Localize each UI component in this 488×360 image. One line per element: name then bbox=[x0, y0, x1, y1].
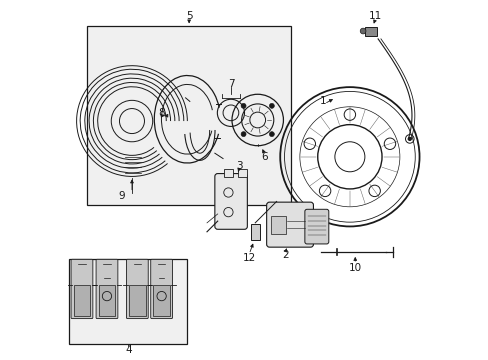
Circle shape bbox=[241, 132, 245, 137]
Text: 12: 12 bbox=[242, 253, 255, 263]
Bar bbox=[69, 258, 187, 344]
Bar bbox=[250, 224, 259, 240]
Circle shape bbox=[407, 137, 411, 141]
FancyBboxPatch shape bbox=[150, 259, 172, 319]
FancyBboxPatch shape bbox=[96, 259, 118, 319]
Bar bbox=[99, 285, 115, 316]
Circle shape bbox=[360, 28, 365, 34]
Circle shape bbox=[241, 103, 245, 108]
FancyBboxPatch shape bbox=[214, 174, 247, 229]
FancyBboxPatch shape bbox=[126, 259, 148, 319]
Text: 5: 5 bbox=[185, 12, 192, 21]
Bar bbox=[271, 216, 285, 234]
Bar bbox=[153, 285, 170, 316]
FancyBboxPatch shape bbox=[304, 209, 328, 244]
Bar bbox=[87, 26, 290, 205]
Bar bbox=[224, 169, 232, 177]
Circle shape bbox=[269, 132, 274, 137]
Text: 6: 6 bbox=[261, 153, 267, 162]
Text: 7: 7 bbox=[227, 78, 234, 89]
Bar bbox=[238, 169, 246, 177]
FancyBboxPatch shape bbox=[266, 202, 313, 247]
Text: 4: 4 bbox=[125, 345, 131, 355]
Bar bbox=[364, 27, 377, 36]
Text: 10: 10 bbox=[348, 262, 361, 273]
Text: 1: 1 bbox=[319, 96, 325, 107]
Text: 2: 2 bbox=[282, 250, 288, 260]
Text: 9: 9 bbox=[118, 191, 124, 201]
Bar bbox=[129, 285, 145, 316]
Text: 11: 11 bbox=[368, 11, 382, 21]
FancyBboxPatch shape bbox=[71, 259, 93, 319]
Bar bbox=[73, 285, 90, 316]
Text: 8: 8 bbox=[158, 108, 164, 118]
Text: 3: 3 bbox=[235, 161, 242, 171]
Circle shape bbox=[269, 103, 274, 108]
